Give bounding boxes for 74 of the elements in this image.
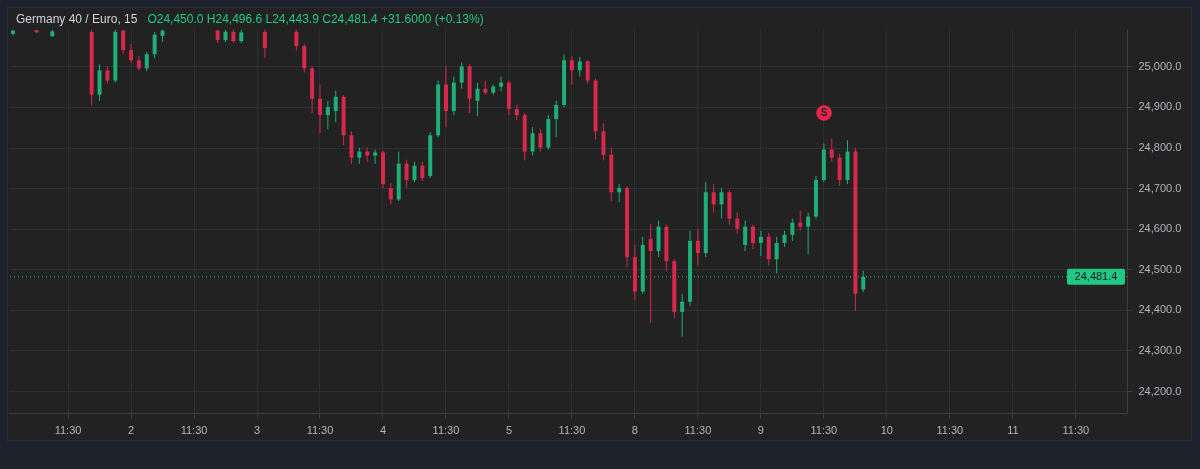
candlestick (743, 220, 748, 252)
y-tick-label: 24,600.0 (1138, 222, 1182, 235)
candlestick (294, 29, 299, 51)
candlestick (373, 149, 378, 165)
x-tick-label: 11:30 (684, 423, 712, 436)
candlestick (766, 232, 771, 266)
candlestick (758, 230, 763, 257)
candlestick (404, 159, 409, 189)
annotation: S (820, 107, 828, 119)
candlestick (530, 126, 535, 157)
candlestick (302, 43, 307, 73)
candlestick (577, 56, 582, 77)
candlestick (121, 29, 126, 55)
y-tick-label: 25,000.0 (1138, 59, 1182, 72)
candlestick (601, 122, 606, 162)
x-tick-label: 11:30 (558, 423, 586, 436)
candlestick (774, 236, 779, 274)
y-tick-label: 24,700.0 (1138, 181, 1182, 194)
x-tick-label: 11:30 (306, 423, 334, 436)
candlestick (861, 270, 866, 293)
y-tick-label: 24,800.0 (1138, 141, 1182, 154)
candlestick (499, 75, 504, 93)
x-tick-label: 5 (505, 423, 513, 436)
candlestick (538, 128, 543, 153)
candlestick (144, 51, 149, 72)
y-tick-label: 24,400.0 (1138, 303, 1182, 316)
candlestick (648, 223, 653, 324)
candlestick (420, 161, 425, 182)
y-tick-label: 24,500.0 (1138, 262, 1182, 275)
candlestick (412, 161, 417, 183)
ref-line-label: 24,481.4 (1074, 269, 1118, 282)
y-tick-label: 24,900.0 (1138, 100, 1182, 113)
candlestick (333, 90, 338, 123)
x-tick-label: 11:30 (810, 423, 838, 436)
x-tick-label: 11 (1007, 423, 1019, 436)
x-tick-label: 11:30 (180, 423, 208, 436)
candlestick (617, 183, 622, 203)
x-tick-label: 4 (379, 423, 387, 436)
x-tick-label: 11:30 (1062, 423, 1090, 436)
chart-title: Germany 40 / Euro, 15 (16, 12, 138, 26)
candlestick (349, 130, 354, 165)
x-tick-label: 3 (253, 423, 261, 436)
candlestick (569, 55, 574, 86)
candlestick (829, 138, 834, 163)
x-tick-label: 11:30 (936, 423, 964, 436)
chart-subtitle: O24,450.0 H24,496.6 L24,443.9 C24,481.4 +31.6000 (+0.13%) (147, 12, 484, 26)
candlestick (585, 59, 590, 84)
candlestick (262, 29, 267, 59)
candlestick (719, 187, 724, 220)
candlestick (554, 100, 559, 138)
candlestick (798, 209, 803, 232)
candlestick (475, 82, 480, 117)
candlestick (317, 84, 322, 134)
x-tick-label: 11:30 (54, 423, 82, 436)
candlestick (751, 224, 756, 250)
x-tick-label: 8 (631, 423, 638, 436)
candlestick (388, 182, 393, 205)
candlestick (711, 183, 716, 213)
candlestick (806, 211, 811, 255)
x-tick-label: 10 (880, 423, 893, 436)
candlestick (152, 31, 157, 59)
candlestick (735, 211, 740, 235)
x-tick-label: 11:30 (432, 423, 460, 436)
x-tick-label: 2 (127, 423, 135, 436)
candlestick (129, 43, 134, 64)
y-tick-label: 24,200.0 (1138, 384, 1182, 397)
candlestick (325, 100, 330, 130)
x-tick-label: 9 (757, 423, 764, 436)
candlestick (790, 218, 795, 242)
candlestick (695, 228, 700, 266)
y-tick-label: 24,300.0 (1138, 343, 1182, 356)
candlestick (680, 293, 685, 338)
candlestick (459, 61, 464, 90)
candlestick (837, 153, 842, 187)
